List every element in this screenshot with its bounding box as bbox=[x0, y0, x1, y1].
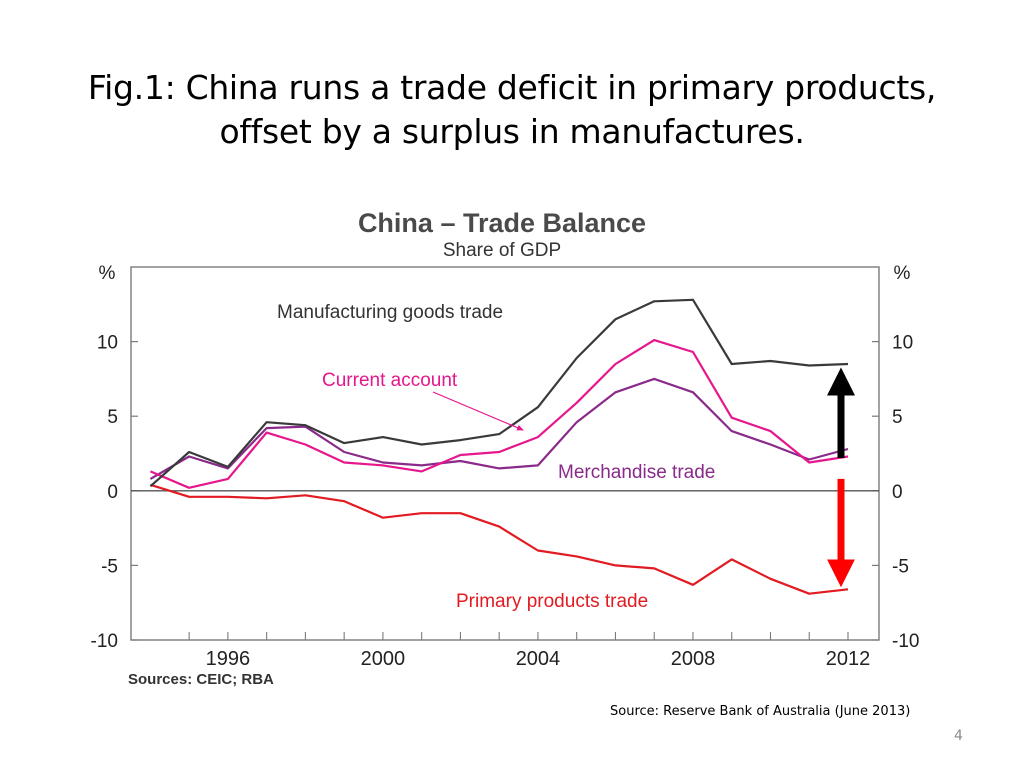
y-tick-label-right: 0 bbox=[892, 482, 903, 503]
y-tick-label-left: 10 bbox=[97, 333, 118, 354]
series-line-primary-products-trade bbox=[150, 483, 849, 595]
chart-subtitle: Share of GDP bbox=[443, 240, 561, 261]
x-tick-label: 2000 bbox=[361, 648, 406, 670]
series-label-primary-products: Primary products trade bbox=[456, 591, 648, 612]
x-tick-label: 2012 bbox=[826, 648, 871, 670]
y-tick-label-left: -5 bbox=[101, 556, 118, 577]
y-tick-label-left: 5 bbox=[107, 407, 118, 428]
x-tick-label: 2004 bbox=[516, 648, 561, 670]
axis-ticks: 10 10 5 5 0 0 -5 -5 -10 -10 1996 2000 2004 2008 2012 bbox=[91, 333, 920, 670]
series-line-merchandise-trade bbox=[149, 377, 849, 480]
current-account-pointer bbox=[432, 391, 524, 431]
series-lines bbox=[149, 298, 849, 595]
y-tick-label-right: 10 bbox=[892, 333, 913, 354]
chart-title: China – Trade Balance bbox=[358, 208, 646, 238]
y-tick-label-left: -10 bbox=[91, 631, 118, 652]
right-axis-unit: % bbox=[894, 263, 911, 284]
x-tick-label: 2008 bbox=[671, 648, 716, 670]
series-label-current-account: Current account bbox=[322, 370, 458, 391]
slide-title-line-2: offset by a surplus in manufactures. bbox=[219, 112, 805, 151]
y-tick-label-right: 5 bbox=[892, 407, 903, 428]
page-number: 4 bbox=[954, 728, 963, 744]
y-tick-label-right: -5 bbox=[892, 556, 909, 577]
series-line-manufacturing-goods-trade bbox=[149, 298, 849, 488]
series-label-merchandise: Merchandise trade bbox=[558, 462, 715, 483]
plot-area bbox=[130, 266, 880, 641]
left-axis-unit: % bbox=[99, 263, 116, 284]
y-tick-label-right: -10 bbox=[892, 631, 919, 652]
x-tick-label: 1996 bbox=[206, 648, 251, 670]
source-note: Source: Reserve Bank of Australia (June … bbox=[610, 704, 911, 719]
series-line-current-account bbox=[149, 339, 849, 489]
slide-title-line-1: Fig.1: China runs a trade deficit in pri… bbox=[87, 68, 937, 107]
chart-source: Sources: CEIC; RBA bbox=[128, 671, 274, 688]
slide-title: Fig.1: China runs a trade deficit in pri… bbox=[60, 66, 964, 154]
y-tick-label-left: 0 bbox=[107, 482, 118, 503]
series-label-manufacturing: Manufacturing goods trade bbox=[277, 302, 503, 323]
